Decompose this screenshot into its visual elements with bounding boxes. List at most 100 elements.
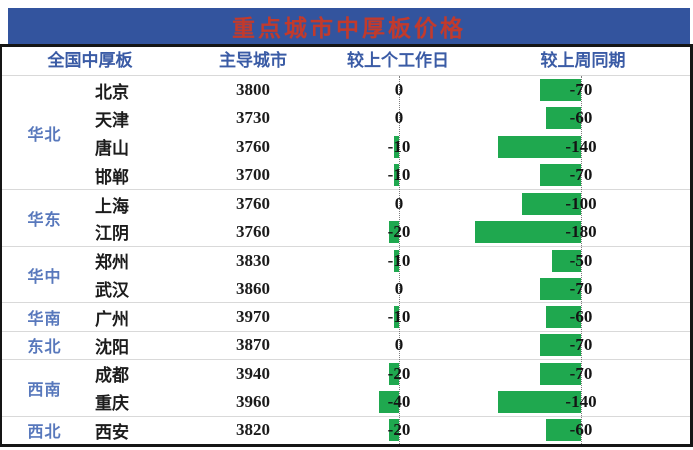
vs-last-week-cell: -70 [455, 76, 690, 104]
price-cell: 3730 [236, 108, 270, 128]
negative-change-bar [539, 164, 581, 187]
column-header-vs-last-week: 较上周同期 [540, 51, 626, 70]
region-rows: 广州 3970 -10 -60 [87, 303, 690, 330]
vs-last-week-cell: -60 [455, 303, 690, 330]
price-cell: 3820 [236, 420, 270, 440]
region-group: 西北 西安 3820 -20 -60 [2, 415, 690, 444]
vs-prev-workday-cell: -40 [345, 388, 455, 416]
vs-last-week-cell: -60 [455, 417, 690, 444]
negative-change-bar [551, 249, 581, 272]
negative-change-bar [545, 419, 581, 442]
table-row: 上海 3760 0 -100 [87, 190, 690, 218]
negative-change-bar [539, 334, 581, 357]
change-value: -180 [565, 221, 597, 241]
negative-change-bar [394, 164, 399, 187]
vs-last-week-cell: -60 [455, 104, 690, 132]
negative-change-bar [539, 277, 581, 300]
city-cell: 重庆 [95, 394, 129, 414]
region-rows: 成都 3940 -20 -70 重庆 3960 -40 -140 [87, 360, 690, 416]
table-row: 沈阳 3870 0 -70 [87, 332, 690, 359]
negative-change-bar [474, 220, 581, 243]
price-cell: 3960 [236, 391, 270, 411]
vs-last-week-cell: -140 [455, 388, 690, 416]
region-rows: 沈阳 3870 0 -70 [87, 332, 690, 359]
change-value: -20 [387, 363, 411, 383]
price-cell: 3830 [236, 250, 270, 270]
region-group: 华南 广州 3970 -10 -60 [2, 302, 690, 330]
page-title: 重点城市中厚板价格 [232, 16, 466, 41]
vs-last-week-cell: -50 [455, 247, 690, 275]
change-value: -10 [387, 307, 411, 327]
vs-prev-workday-cell: 0 [345, 104, 455, 132]
vs-last-week-cell: -180 [455, 218, 690, 246]
column-header-region: 全国中厚板 [47, 51, 133, 70]
region-rows: 上海 3760 0 -100 江阴 3760 -20 -180 [87, 190, 690, 246]
vs-prev-workday-cell: -20 [345, 218, 455, 246]
negative-change-bar [379, 390, 399, 413]
city-cell: 广州 [95, 309, 129, 329]
vs-prev-workday-cell: 0 [345, 190, 455, 218]
vs-prev-workday-cell: 0 [345, 275, 455, 303]
vs-last-week-cell: -70 [455, 161, 690, 189]
change-value: -60 [569, 420, 593, 440]
vs-prev-workday-cell: 0 [345, 332, 455, 359]
change-value: -40 [387, 391, 411, 411]
vs-last-week-cell: -70 [455, 360, 690, 388]
change-value: -70 [569, 165, 593, 185]
change-value: -20 [387, 420, 411, 440]
region-label: 华南 [27, 311, 62, 329]
city-cell: 唐山 [95, 139, 129, 159]
negative-change-bar [498, 390, 581, 413]
vs-prev-workday-cell: -10 [345, 247, 455, 275]
price-cell: 3700 [236, 165, 270, 185]
table-row: 郑州 3830 -10 -50 [87, 247, 690, 275]
change-value: -10 [387, 250, 411, 270]
price-cell: 3970 [236, 307, 270, 327]
change-value: -50 [569, 250, 593, 270]
table-row: 西安 3820 -20 -60 [87, 417, 690, 444]
negative-change-bar [394, 135, 399, 158]
change-value: -140 [565, 391, 597, 411]
change-value: -10 [387, 165, 411, 185]
change-value: -140 [565, 136, 597, 156]
bar-axis-line [581, 76, 582, 444]
city-cell: 武汉 [95, 281, 129, 301]
vs-prev-workday-cell: -10 [345, 161, 455, 189]
table-row: 邯郸 3700 -10 -70 [87, 161, 690, 189]
negative-change-bar [498, 135, 581, 158]
region-group: 华东 上海 3760 0 -100 江阴 3760 -20 -180 [2, 189, 690, 246]
table-row: 北京 3800 0 -70 [87, 76, 690, 104]
region-group: 华北 北京 3800 0 -70 天津 3730 0 -60 唐山 3760 -10 -140 邯郸 370… [2, 76, 690, 189]
region-group: 西南 成都 3940 -20 -70 重庆 3960 -40 -140 [2, 359, 690, 416]
region-label: 华中 [27, 268, 62, 286]
region-rows: 北京 3800 0 -70 天津 3730 0 -60 唐山 3760 -10 -140 邯郸 3700 -… [87, 76, 690, 189]
vs-last-week-cell: -100 [455, 190, 690, 218]
table-row: 武汉 3860 0 -70 [87, 275, 690, 303]
negative-change-bar [394, 306, 399, 329]
change-value: -70 [569, 335, 593, 355]
table-row: 成都 3940 -20 -70 [87, 360, 690, 388]
price-cell: 3800 [236, 80, 270, 100]
vs-prev-workday-cell: 0 [345, 76, 455, 104]
region-rows: 西安 3820 -20 -60 [87, 417, 690, 444]
change-value: -60 [569, 307, 593, 327]
region-label: 西南 [27, 381, 62, 399]
city-cell: 天津 [95, 110, 129, 130]
column-header-city: 主导城市 [219, 51, 287, 70]
city-cell: 成都 [95, 366, 129, 386]
negative-change-bar [389, 419, 399, 442]
region-label: 东北 [27, 339, 62, 357]
change-value: 0 [394, 194, 404, 214]
negative-change-bar [389, 362, 399, 385]
change-value: 0 [394, 108, 404, 128]
change-value: -60 [569, 108, 593, 128]
city-cell: 郑州 [95, 253, 129, 273]
region-group: 东北 沈阳 3870 0 -70 [2, 330, 690, 359]
city-cell: 沈阳 [95, 337, 129, 357]
vs-last-week-cell: -140 [455, 133, 690, 161]
table-header-row: 全国中厚板 主导城市 较上个工作日 较上周同期 [2, 47, 690, 76]
price-table: 全国中厚板 主导城市 较上个工作日 较上周同期 华北 北京 3800 0 -70 天津 37… [0, 44, 693, 447]
negative-change-bar [545, 306, 581, 329]
vs-last-week-cell: -70 [455, 275, 690, 303]
negative-change-bar [545, 107, 581, 130]
